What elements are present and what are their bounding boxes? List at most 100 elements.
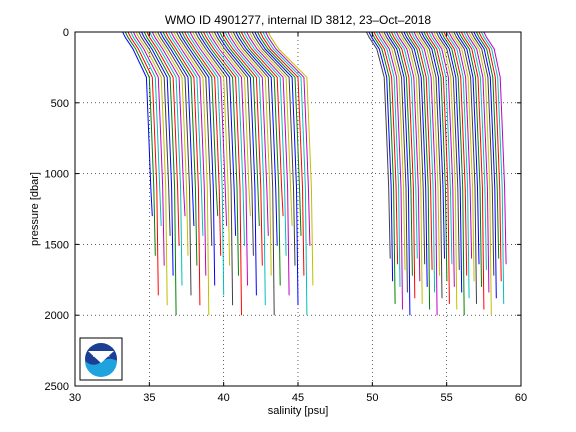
group-a-profile-line	[213, 31, 254, 256]
group-a-profile-line	[184, 31, 222, 256]
group-b-profile-line	[433, 31, 458, 310]
group-b-profile-line	[445, 31, 470, 299]
group-a-profile-line	[221, 31, 263, 266]
group-a-profile-line	[232, 31, 275, 316]
x-tick-label: 40	[218, 392, 230, 404]
group-b-profile-line	[480, 31, 505, 304]
group-a-profile-line	[173, 31, 210, 316]
noaa-logo: NOAA	[79, 337, 123, 381]
group-a-profile-line	[154, 31, 189, 256]
group-a-profile-line	[149, 31, 183, 286]
group-a-profile-line	[246, 31, 290, 296]
y-tick-label: 2000	[45, 310, 69, 322]
group-b-profile-line	[410, 31, 436, 293]
x-tick-label: 45	[292, 392, 304, 404]
group-a-profile-line	[186, 31, 225, 296]
group-b-profile-line	[408, 31, 433, 270]
group-a-profile-line	[205, 31, 245, 246]
group-a-profile-line	[203, 31, 242, 316]
group-b-profile-line	[478, 31, 502, 282]
group-a-profile-line	[243, 31, 287, 256]
group-a-profile-line	[146, 31, 180, 246]
group-a-profile-line	[127, 31, 159, 296]
group-b-profile-line	[468, 31, 492, 316]
x-axis-label: salinity [psu]	[268, 405, 329, 417]
group-a-profile-line	[248, 31, 293, 227]
chart-title: WMO ID 4901277, internal ID 3812, 23–Oct…	[165, 13, 431, 27]
group-a-profile-line	[181, 31, 219, 217]
group-b-profile-line	[448, 31, 473, 259]
group-a-profile-line	[170, 31, 207, 276]
group-a-profile-line	[227, 31, 269, 236]
group-a-profile-line	[240, 31, 284, 217]
y-tick-label: 2500	[45, 381, 69, 393]
y-tick-label: 500	[51, 98, 69, 110]
group-a-profile-line	[200, 31, 239, 276]
group-b-profile-line	[370, 31, 396, 304]
group-b-profile-line	[440, 31, 465, 316]
group-b-profile-line	[450, 31, 475, 282]
group-a-profile-line	[259, 31, 305, 276]
axis-ticks: 30 35 40 45 50 55 60 0 500 1000 1500 2000 2500	[45, 27, 528, 404]
group-a-profile-line	[162, 31, 198, 266]
group-a-profile-line	[141, 31, 174, 276]
group-a-profile-line	[135, 31, 168, 306]
y-tick-label: 1000	[45, 169, 69, 181]
group-b-profile-line	[403, 31, 428, 287]
x-tick-label: 60	[515, 392, 527, 404]
group-b-profile-line	[428, 31, 453, 265]
group-b-profile-line	[375, 31, 401, 287]
group-b-profile-line	[365, 31, 391, 259]
group-a-profile-line	[262, 31, 308, 316]
group-a-profile-line	[238, 31, 281, 286]
group-b-profile-line	[415, 31, 440, 276]
group-b-profile-line	[390, 31, 416, 299]
x-tick-label: 50	[366, 392, 378, 404]
group-a-profile-line	[235, 31, 278, 246]
group-a-profile-line	[257, 31, 302, 236]
group-b-profile-line	[465, 31, 490, 293]
group-b-profile-line	[458, 31, 482, 287]
group-b-profile-line	[378, 31, 403, 310]
group-b-profile-line	[373, 31, 399, 265]
group-b-profile-line	[455, 31, 480, 265]
group-a-profile-line	[167, 31, 204, 236]
group-b-profile-line	[405, 31, 431, 310]
group-a-profile-line	[211, 31, 251, 217]
group-b-profile-line	[413, 31, 438, 316]
group-b-profile-line	[420, 31, 445, 259]
group-a-profile-line	[178, 31, 216, 286]
group-b-profile-line	[388, 31, 413, 276]
group-b-profile-line	[398, 31, 423, 304]
group-a-profile-line	[124, 31, 156, 256]
grid-lines	[75, 32, 521, 386]
group-b-profile-line	[380, 31, 406, 270]
group-b-profile-line	[418, 31, 443, 299]
group-b-profile-line	[435, 31, 460, 270]
group-a-profile-line	[197, 31, 237, 236]
group-b-profile-line	[423, 31, 448, 282]
y-tick-label: 0	[63, 27, 69, 39]
group-a-profile-line	[208, 31, 248, 286]
group-a-profile-line	[219, 31, 260, 227]
group-a-profile-line	[194, 31, 234, 306]
group-b-profile-line	[395, 31, 421, 282]
y-tick-label: 1500	[45, 239, 69, 251]
group-a-profile-line	[267, 31, 314, 286]
group-a-profile-line	[132, 31, 165, 266]
group-a-profile-line	[151, 31, 186, 217]
group-b-profile-line	[463, 31, 487, 270]
group-b-profile-line	[453, 31, 477, 304]
group-a-profile-line	[122, 31, 153, 217]
group-a-profile-line	[143, 31, 177, 316]
group-a-profile-line	[251, 31, 296, 266]
group-b-profile-line	[470, 31, 495, 276]
group-a-profile-line	[138, 31, 171, 236]
group-a-profile-line	[192, 31, 231, 266]
salinity-profiles	[122, 31, 507, 316]
x-tick-label: 30	[69, 392, 81, 404]
group-b-profile-line	[393, 31, 418, 259]
x-tick-label: 35	[143, 392, 155, 404]
group-b-profile-line	[443, 31, 468, 276]
